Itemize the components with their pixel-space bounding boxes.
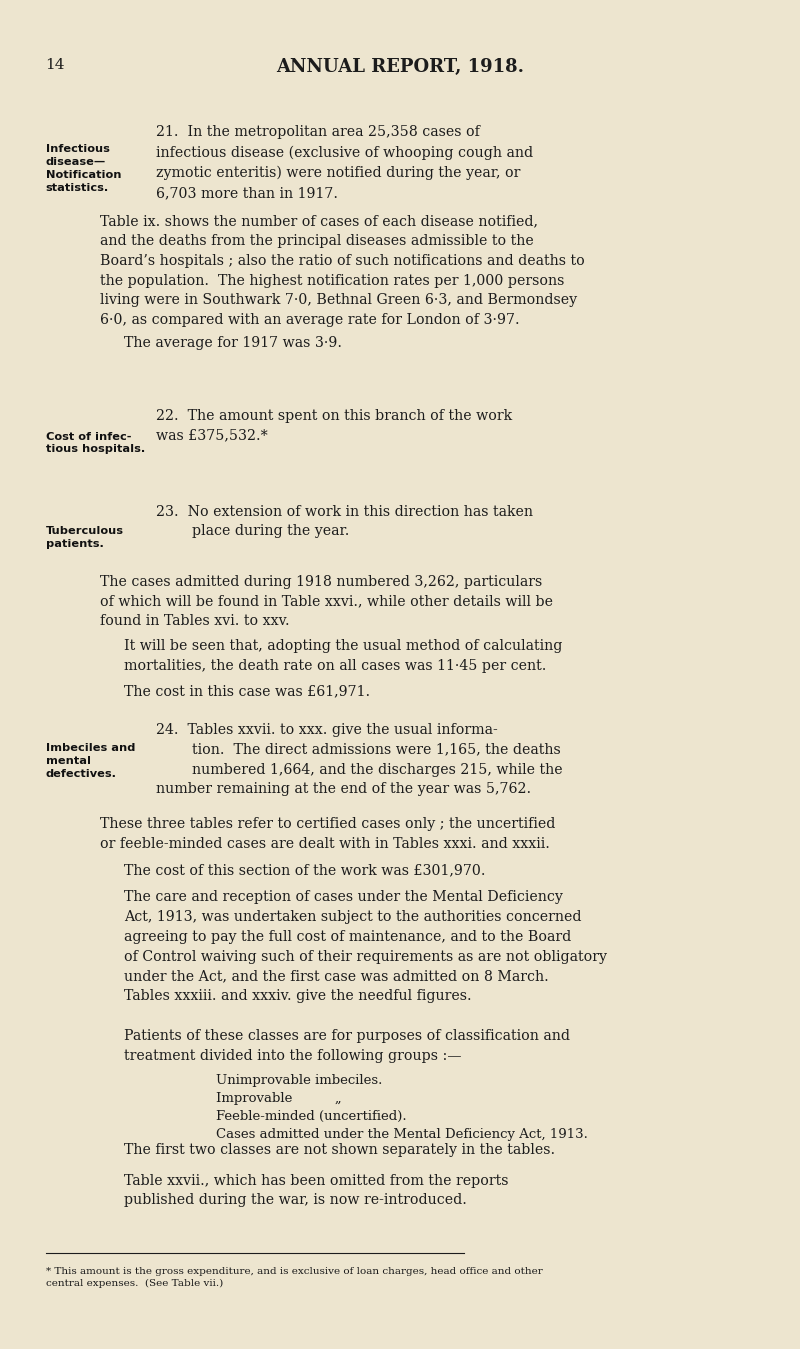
Text: ANNUAL REPORT, 1918.: ANNUAL REPORT, 1918. — [276, 58, 524, 76]
Text: The average for 1917 was 3·9.: The average for 1917 was 3·9. — [124, 336, 342, 349]
Text: Cost of infec-
tious hospitals.: Cost of infec- tious hospitals. — [46, 432, 145, 455]
Text: Imbeciles and
mental
defectives.: Imbeciles and mental defectives. — [46, 743, 135, 778]
Text: Table ix. shows the number of cases of each disease notified,
and the deaths fro: Table ix. shows the number of cases of e… — [100, 214, 585, 326]
Text: Unimprovable imbeciles.
Improvable          „
Feeble-minded (uncertified).
Cases: Unimprovable imbeciles. Improvable „ Fee… — [216, 1074, 588, 1141]
Text: These three tables refer to certified cases only ; the uncertified
or feeble-min: These three tables refer to certified ca… — [100, 817, 555, 851]
Text: 21.  In the metropolitan area 25,358 cases of
infectious disease (exclusive of w: 21. In the metropolitan area 25,358 case… — [156, 125, 533, 200]
Text: 24.  Tables xxvii. to xxx. give the usual informa-
        tion.  The direct adm: 24. Tables xxvii. to xxx. give the usual… — [156, 723, 562, 796]
Text: The cases admitted during 1918 numbered 3,262, particulars
of which will be foun: The cases admitted during 1918 numbered … — [100, 575, 553, 629]
Text: The cost in this case was £61,971.: The cost in this case was £61,971. — [124, 684, 370, 697]
Text: 23.  No extension of work in this direction has taken
        place during the y: 23. No extension of work in this directi… — [156, 505, 533, 538]
Text: Tuberculous
patients.: Tuberculous patients. — [46, 526, 123, 549]
Text: Infectious
disease—
Notification
statistics.: Infectious disease— Notification statist… — [46, 144, 121, 193]
Text: 22.  The amount spent on this branch of the work
was £375,532.*: 22. The amount spent on this branch of t… — [156, 409, 512, 442]
Text: The cost of this section of the work was £301,970.: The cost of this section of the work was… — [124, 863, 486, 877]
Text: * This amount is the gross expenditure, and is exclusive of loan charges, head o: * This amount is the gross expenditure, … — [46, 1267, 542, 1288]
Text: It will be seen that, adopting the usual method of calculating
mortalities, the : It will be seen that, adopting the usual… — [124, 639, 562, 673]
Text: The care and reception of cases under the Mental Deficiency
Act, 1913, was under: The care and reception of cases under th… — [124, 890, 607, 1002]
Text: Table xxvii., which has been omitted from the reports
published during the war, : Table xxvii., which has been omitted fro… — [124, 1174, 509, 1207]
Text: The first two classes are not shown separately in the tables.: The first two classes are not shown sepa… — [124, 1143, 555, 1156]
Text: 14: 14 — [46, 58, 65, 71]
Text: Patients of these classes are for purposes of classification and
treatment divid: Patients of these classes are for purpos… — [124, 1029, 570, 1063]
